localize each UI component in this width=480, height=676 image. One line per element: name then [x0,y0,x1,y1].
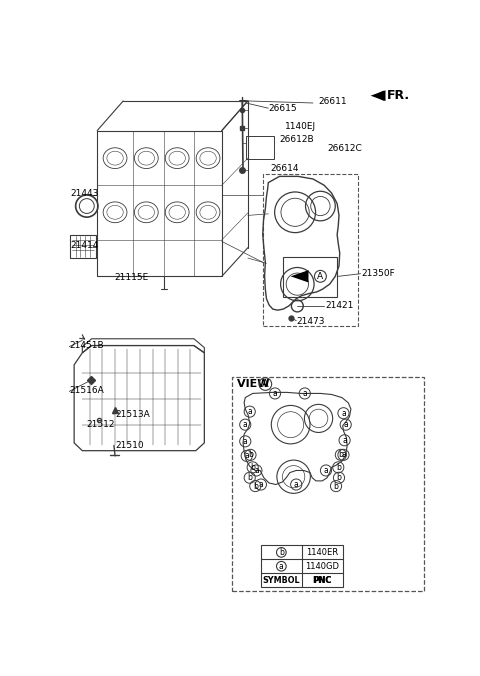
Text: a: a [341,409,346,418]
Text: PNC: PNC [313,576,332,585]
Text: a: a [243,437,248,445]
Text: a: a [342,436,347,445]
Text: b: b [279,548,284,557]
Text: b: b [247,473,252,482]
Text: a: a [341,450,346,460]
Text: b: b [253,481,258,491]
Bar [283,257,337,297]
Polygon shape [290,270,309,283]
Text: a: a [302,389,307,398]
Bar [246,136,274,160]
Text: 21421: 21421 [325,301,353,310]
Text: a: a [254,466,259,475]
Text: 21443: 21443 [71,189,99,197]
Text: b: b [336,473,341,482]
Text: A: A [262,379,269,389]
Polygon shape [371,91,385,101]
Text: VIEW: VIEW [237,379,273,389]
Text: 21414: 21414 [71,241,99,249]
Text: b: b [336,463,341,472]
Text: a: a [324,466,328,475]
Text: 21473: 21473 [296,317,325,326]
Text: 26611: 26611 [319,97,347,106]
Text: 26612B: 26612B [279,135,314,144]
Bar [263,174,358,326]
Text: 21510: 21510 [115,441,144,450]
Text: A: A [317,272,324,281]
Text: 21350F: 21350F [361,269,395,279]
Text: a: a [244,452,249,460]
Text: 21512: 21512 [86,420,115,429]
Text: 1140EJ: 1140EJ [285,122,316,131]
Text: a: a [259,480,263,489]
Text: b: b [334,481,338,491]
Text: 26614: 26614 [270,164,299,172]
Text: 21115E: 21115E [114,273,148,283]
Text: b: b [250,463,255,472]
Text: SYMBOL: SYMBOL [263,576,300,585]
Text: 26615: 26615 [268,104,297,113]
Text: a: a [243,420,248,429]
Text: a: a [247,407,252,416]
Text: a: a [343,420,348,429]
Bar [261,546,343,587]
Text: PNC: PNC [312,576,332,585]
Text: 21513A: 21513A [116,410,151,418]
Text: FR.: FR. [387,89,410,102]
Text: 1140GD: 1140GD [305,562,339,571]
Text: 26612C: 26612C [328,144,362,153]
Text: a: a [294,480,299,489]
Text: 21451B: 21451B [69,341,104,350]
Text: b: b [248,450,253,460]
Text: a: a [279,562,284,571]
Text: 21516A: 21516A [69,386,104,395]
Bar [232,377,424,592]
Text: 1140ER: 1140ER [306,548,338,557]
Bar [71,235,96,258]
Text: a: a [273,389,277,398]
Text: b: b [338,450,343,460]
